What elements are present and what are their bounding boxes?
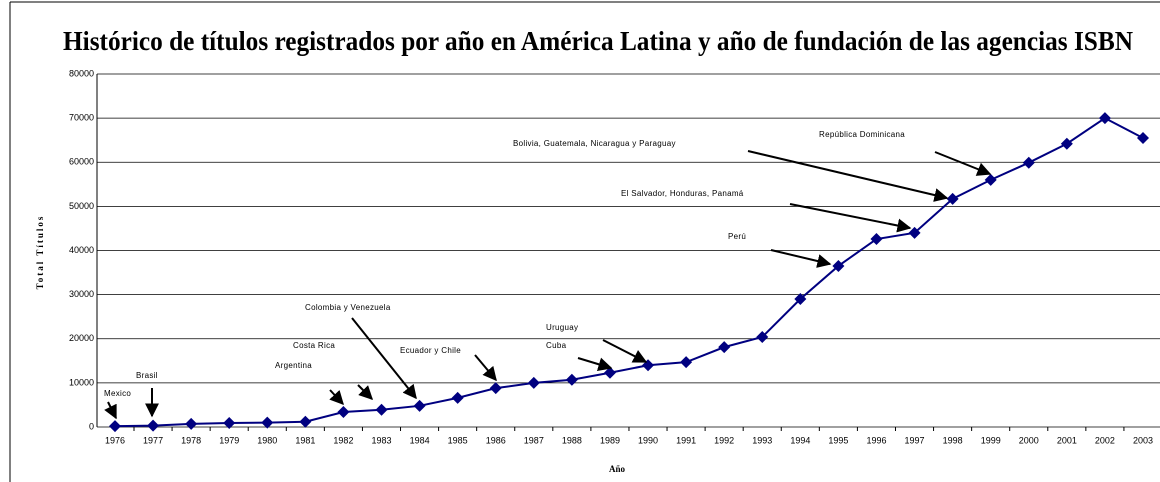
- y-tick-label: 30000: [69, 289, 94, 299]
- data-point: [870, 233, 883, 246]
- data-point: [109, 420, 121, 433]
- x-tick-label: 1993: [752, 435, 772, 445]
- data-point: [946, 192, 959, 205]
- annotation: Uruguay: [546, 323, 578, 332]
- x-tick-label: 1981: [295, 435, 315, 445]
- x-tick-label: 2000: [1019, 435, 1039, 445]
- annotation: Mexico: [104, 389, 131, 398]
- annotation-arrow: [789, 203, 912, 233]
- x-tick-label: 1984: [410, 435, 430, 445]
- y-axis-title: Total Títulos: [35, 215, 45, 290]
- data-point: [451, 391, 464, 404]
- annotation: Cuba: [546, 341, 567, 350]
- annotation-arrow: [770, 249, 832, 268]
- chart-title: Histórico de títulos registrados por año…: [63, 26, 1133, 56]
- x-tick-label: 1997: [905, 435, 925, 445]
- annotation-arrow: [602, 339, 648, 363]
- data-point: [756, 330, 769, 343]
- annotation-arrow: [577, 357, 613, 372]
- annotation: El Salvador, Honduras, Panamá: [621, 189, 744, 198]
- x-tick-label: 1995: [828, 435, 848, 445]
- data-point: [527, 376, 540, 389]
- x-tick-label: 2002: [1095, 435, 1115, 445]
- x-axis-title: Año: [609, 464, 626, 474]
- annotation: Argentina: [275, 361, 312, 370]
- x-tick-label: 1979: [219, 435, 239, 445]
- data-point: [718, 341, 731, 354]
- data-point: [680, 356, 693, 369]
- annotation-arrow: [934, 151, 992, 176]
- x-tick-label: 1978: [181, 435, 201, 445]
- annotation: Ecuador y Chile: [400, 346, 461, 355]
- y-tick-label: 50000: [69, 201, 94, 211]
- annotation: Colombia y Venezuela: [305, 303, 391, 312]
- annotation: Costa Rica: [293, 341, 335, 350]
- y-tick-label: 10000: [69, 377, 94, 387]
- series-line: [114, 116, 1144, 428]
- annotation-arrow: [104, 401, 117, 420]
- data-point: [832, 259, 845, 272]
- data-point: [413, 399, 426, 412]
- data-point: [1137, 131, 1149, 144]
- annotation-arrow: [351, 317, 417, 400]
- annotation: República Dominicana: [819, 130, 905, 139]
- y-tick-label: 70000: [69, 113, 94, 123]
- data-point: [337, 405, 350, 418]
- data-point: [1060, 137, 1073, 150]
- data-point: [299, 415, 312, 428]
- x-tick-label: 1985: [448, 435, 468, 445]
- x-tick-label: 1986: [486, 435, 506, 445]
- x-tick-label: 1991: [676, 435, 696, 445]
- data-point: [794, 293, 807, 306]
- data-point: [565, 373, 578, 386]
- y-tick-label: 80000: [69, 68, 94, 78]
- data-point: [984, 173, 997, 186]
- y-tick-label: 40000: [69, 245, 94, 255]
- x-tick-label: 1999: [981, 435, 1001, 445]
- x-tick-label: 1996: [866, 435, 886, 445]
- annotation: Brasil: [136, 371, 158, 380]
- y-tick-label: 60000: [69, 157, 94, 167]
- y-tick-label: 20000: [69, 333, 94, 343]
- x-tick-label: 2003: [1133, 435, 1153, 445]
- x-tick-label: 1988: [562, 435, 582, 445]
- x-tick-label: 1987: [524, 435, 544, 445]
- data-point: [147, 419, 160, 432]
- data-point: [489, 382, 502, 395]
- x-tick-label: 1994: [790, 435, 810, 445]
- annotation-arrow: [474, 354, 497, 382]
- data-point: [223, 417, 236, 430]
- annotation-arrow: [329, 389, 344, 406]
- x-tick-label: 1982: [333, 435, 353, 445]
- data-point: [261, 416, 274, 429]
- y-tick-label: 0: [89, 421, 94, 431]
- x-tick-label: 1976: [105, 435, 125, 445]
- x-tick-label: 1983: [372, 435, 392, 445]
- annotation: Bolivia, Guatemala, Nicaragua y Paraguay: [513, 139, 676, 148]
- data-point: [1022, 156, 1035, 169]
- x-tick-label: 1998: [943, 435, 963, 445]
- data-point: [375, 403, 388, 416]
- annotation-arrow: [357, 384, 373, 400]
- x-tick-label: 1980: [257, 435, 277, 445]
- x-tick-label: 1989: [600, 435, 620, 445]
- annotation: Perú: [728, 232, 746, 241]
- x-tick-label: 1990: [638, 435, 658, 445]
- data-point: [1098, 112, 1111, 125]
- x-tick-label: 1992: [714, 435, 734, 445]
- x-tick-label: 1977: [143, 435, 163, 445]
- data-point: [185, 417, 198, 430]
- annotation-arrow: [747, 150, 949, 202]
- data-point: [908, 226, 921, 239]
- x-tick-label: 2001: [1057, 435, 1077, 445]
